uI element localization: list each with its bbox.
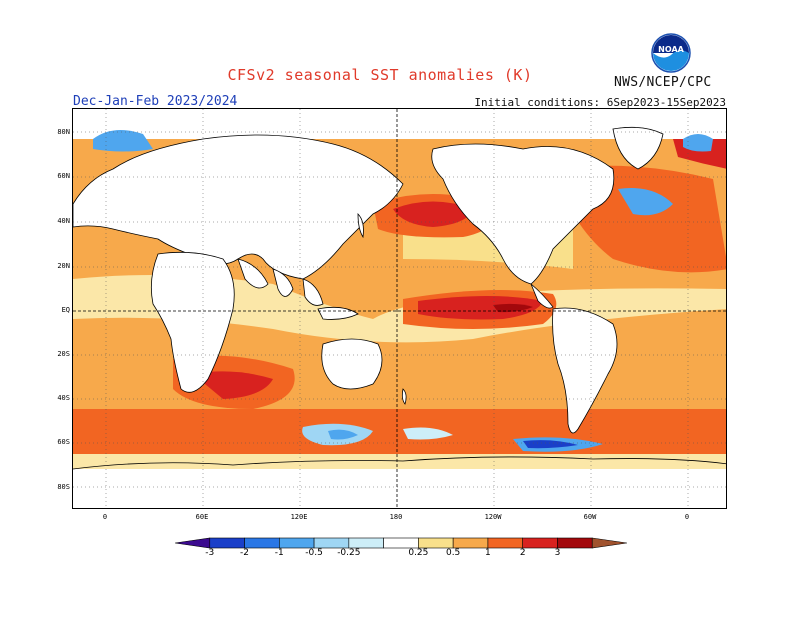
colorbar-cell	[244, 537, 280, 549]
colorbar-tick-label: 0.25	[408, 548, 429, 558]
lat-label: 60S	[57, 438, 70, 446]
lon-label: 120E	[290, 513, 308, 521]
lat-label: 20N	[57, 262, 70, 270]
figure-title: CFSv2 seasonal SST anomalies (K)	[227, 66, 533, 84]
colorbar-cell	[348, 537, 384, 549]
lat-label: 60N	[57, 172, 70, 180]
lat-label: 80S	[57, 483, 70, 491]
colorbar	[175, 537, 627, 549]
lon-label: 120W	[484, 513, 502, 521]
lat-label: EQ	[61, 306, 70, 314]
season-label: Dec-Jan-Feb 2023/2024	[73, 94, 238, 109]
noaa-logo: NOAA	[651, 33, 691, 73]
colorbar-cell	[452, 537, 489, 549]
colorbar-tick-label: -0.5	[305, 548, 323, 558]
colorbar-cell	[557, 537, 593, 549]
colorbar-cell	[175, 537, 211, 549]
lat-label: 40N	[57, 217, 70, 225]
lon-label: 60W	[583, 513, 597, 521]
colorbar-cell	[487, 537, 523, 549]
lat-label: 20S	[57, 350, 70, 358]
colorbar-tick-label: -3	[205, 548, 215, 558]
graticule	[73, 109, 726, 508]
lon-label: 60E	[195, 513, 209, 521]
continents	[73, 126, 664, 434]
lat-label: 40S	[57, 394, 70, 402]
agency-label: NWS/NCEP/CPC	[614, 75, 712, 90]
lon-label: 0	[684, 513, 690, 521]
colorbar-tick-label: 3	[554, 548, 561, 558]
colorbar-cell	[591, 537, 627, 549]
colorbar-cell	[209, 537, 245, 549]
colorbar-tick-label: 0.5	[445, 548, 461, 558]
initial-conditions-label: Initial conditions: 6Sep2023-15Sep2023	[474, 96, 726, 109]
colorbar-tick-label: -1	[274, 548, 284, 558]
lon-label: 180	[389, 513, 403, 521]
sst-anomaly-map	[72, 108, 727, 509]
colorbar-cell	[418, 537, 454, 549]
lat-label: 80N	[57, 128, 70, 136]
colorbar-cell	[383, 537, 419, 549]
colorbar-tick-label: 2	[519, 548, 526, 558]
colorbar-tick-label: -2	[240, 548, 250, 558]
noaa-logo-text: NOAA	[658, 45, 684, 54]
map-canvas	[73, 109, 726, 508]
antarctica	[73, 469, 726, 508]
colorbar-cell	[313, 537, 350, 549]
colorbar-tick-label: -0.25	[337, 548, 361, 558]
lon-label: 0	[102, 513, 108, 521]
colorbar-cell	[279, 537, 315, 549]
colorbar-tick-label: 1	[485, 548, 491, 558]
colorbar-cell	[522, 537, 558, 549]
